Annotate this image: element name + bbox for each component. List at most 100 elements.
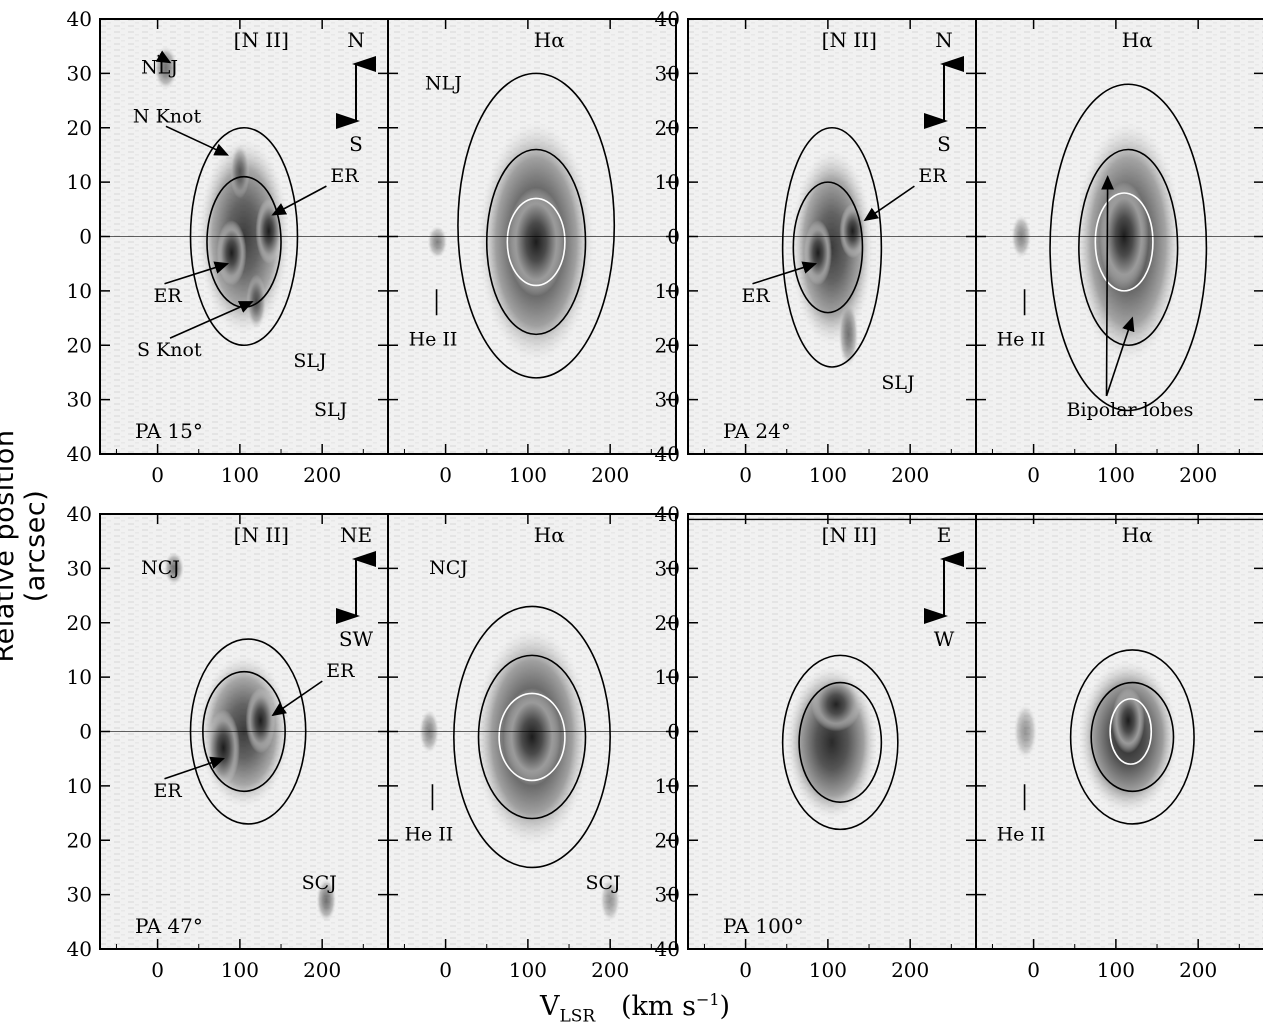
feature-label: NCJ: [141, 557, 180, 579]
contour-line: [485, 148, 587, 336]
y-tick-label: 40: [655, 937, 680, 961]
emission-blob: [216, 220, 247, 286]
emission-blob: [503, 688, 561, 786]
panel-PA24-Ha: 0 100 200 Hα He II Bipolar lobes: [975, 18, 1263, 487]
contour-line: [453, 605, 611, 869]
x-tick-label: 100: [809, 958, 847, 982]
contour-line: [792, 181, 864, 314]
emission-blob: [245, 688, 276, 754]
x-tick-label: 0: [439, 958, 452, 982]
y-tick-label: 20: [67, 611, 92, 635]
line-label: Hα: [1122, 28, 1153, 52]
contour-line: [1094, 192, 1154, 292]
x-tick-label: 200: [303, 958, 341, 982]
feature-label: NLJ: [141, 56, 178, 78]
pa-label: PA 47°: [135, 914, 203, 938]
y-tick-label: 30: [67, 61, 92, 85]
x-tick-label: 100: [509, 463, 547, 487]
line-label: [N II]: [234, 523, 289, 547]
y-tick-label: 10: [655, 665, 680, 689]
feature-label: ER: [330, 165, 359, 187]
feature-label: S Knot: [137, 339, 202, 361]
feature-label: ER: [153, 780, 182, 802]
emission-blob: [811, 677, 861, 732]
feature-arrow: [164, 756, 225, 780]
x-tick-label: 100: [221, 958, 259, 982]
pa-label: PA 15°: [135, 419, 203, 443]
emission-blob: [1111, 688, 1145, 754]
y-tick-label: 10: [67, 170, 92, 194]
contour-line: [1049, 83, 1208, 412]
panel-PA100-Ha: 0 100 200 Hα He II: [975, 513, 1263, 982]
y-tick-label: 40: [67, 442, 92, 466]
emission-blob: [206, 709, 240, 786]
line-label: [N II]: [822, 523, 877, 547]
contour-line: [781, 126, 883, 368]
feature-label: Bipolar lobes: [1067, 399, 1194, 421]
y-tick-label: 30: [655, 556, 680, 580]
x-tick-label: 200: [303, 463, 341, 487]
line-label: Hα: [1122, 523, 1153, 547]
line-label: Hα: [534, 523, 565, 547]
feature-arrow: [863, 185, 915, 222]
emission-blob: [427, 225, 448, 259]
feature-arrow: [271, 185, 327, 216]
feature-label: SCJ: [302, 872, 337, 894]
feature-label: He II: [997, 823, 1046, 845]
y-tick-label: 40: [67, 502, 92, 526]
feature-arrow: [155, 50, 172, 64]
feature-label: N Knot: [133, 105, 202, 127]
feature-label: ER: [153, 285, 182, 307]
feature-label: NCJ: [429, 557, 468, 579]
emission-blob: [790, 149, 874, 346]
emission-blob: [1013, 704, 1037, 759]
x-tick-label: 100: [1097, 958, 1135, 982]
line-label: [N II]: [822, 28, 877, 52]
y-tick-label: 0: [79, 225, 92, 249]
line-label: Hα: [534, 28, 565, 52]
y-tick-label: 20: [67, 333, 92, 357]
x-tick-label: 200: [1179, 463, 1217, 487]
contour-line: [457, 72, 616, 379]
x-tick-label: 0: [439, 463, 452, 487]
pa-label: PA 100°: [723, 914, 804, 938]
feature-label: ER: [741, 285, 770, 307]
feature-arrow: [271, 680, 323, 717]
x-axis-unit: (km s: [621, 991, 696, 1022]
y-tick-label: 40: [655, 502, 680, 526]
y-tick-label: 20: [67, 828, 92, 852]
contour-line: [1090, 681, 1175, 793]
x-axis-label: VLSR (km s−1): [540, 990, 730, 1026]
x-tick-label: 200: [891, 958, 929, 982]
contour-line: [498, 692, 566, 782]
line-label: [N II]: [234, 28, 289, 52]
emission-blob: [838, 301, 859, 367]
contour-line: [1078, 148, 1179, 347]
y-tick-label: 10: [67, 279, 92, 303]
x-tick-label: 200: [591, 958, 629, 982]
y-tick-label: 10: [67, 774, 92, 798]
x-axis-var: V: [540, 991, 560, 1022]
y-tick-label: 30: [655, 388, 680, 412]
x-tick-label: 100: [809, 463, 847, 487]
y-tick-label: 20: [655, 116, 680, 140]
y-tick-label: 40: [655, 442, 680, 466]
x-tick-label: 100: [509, 958, 547, 982]
feature-arrow: [169, 301, 254, 339]
feature-label: ER: [326, 660, 355, 682]
x-axis-close: ): [719, 991, 731, 1022]
feature-label: SLJ: [293, 350, 326, 372]
feature-label: He II: [409, 328, 458, 350]
x-tick-label: 100: [221, 463, 259, 487]
y-tick-label: 10: [655, 170, 680, 194]
orient-bottom-label: W: [934, 627, 955, 651]
emission-blob: [507, 187, 565, 297]
y-axis-label-text: Relative position (arcsec): [0, 429, 51, 663]
pa-label: PA 24°: [723, 419, 791, 443]
y-tick-label: 30: [67, 883, 92, 907]
y-tick-label: 0: [667, 225, 680, 249]
